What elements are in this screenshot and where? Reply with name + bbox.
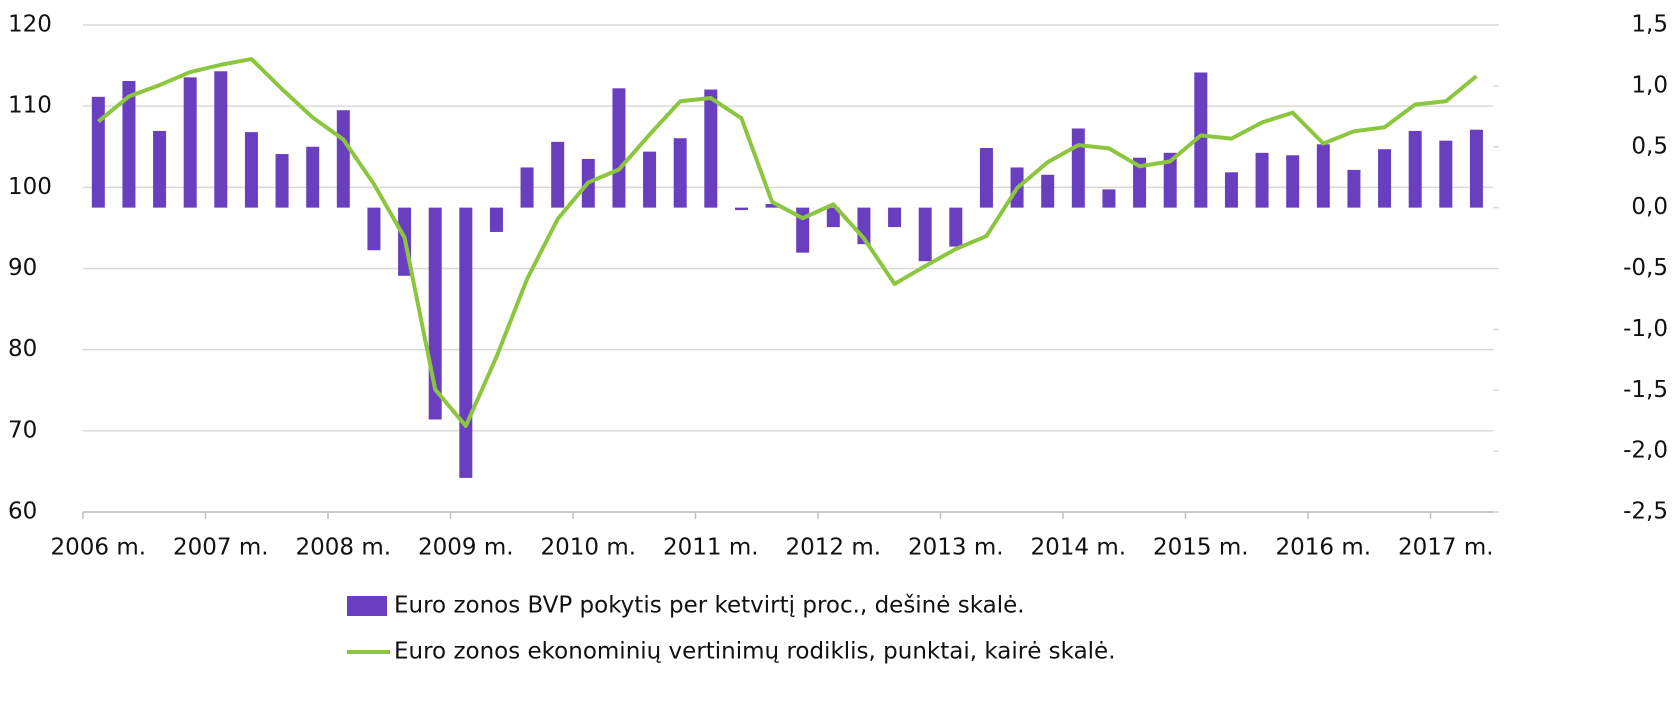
- y2-tick-label: 1,5: [1631, 12, 1668, 38]
- bar: [1255, 152, 1269, 208]
- bar: [275, 154, 289, 208]
- bar: [214, 71, 228, 208]
- x-tick-label: 2006 m.: [51, 535, 147, 561]
- y-tick-label: 120: [8, 12, 52, 38]
- line: [97, 57, 1478, 428]
- legend-label: Euro zonos BVP pokytis per ketvirtį proc…: [394, 593, 1025, 619]
- bar: [489, 207, 503, 232]
- x-tick-label: 2009 m.: [418, 535, 514, 561]
- y2-tick-label: 0,5: [1631, 133, 1668, 159]
- bar: [1041, 174, 1055, 208]
- x-tick-label: 2008 m.: [296, 535, 392, 561]
- legend-swatch: [347, 596, 387, 616]
- bar: [1469, 129, 1483, 208]
- x-tick-label: 2015 m.: [1153, 535, 1249, 561]
- bar: [1316, 144, 1330, 208]
- x-tick-label: 2007 m.: [173, 535, 269, 561]
- y2-tick-label: -1,0: [1623, 316, 1668, 342]
- bar: [520, 167, 534, 208]
- y-tick-label: 100: [8, 174, 52, 200]
- x-tick-label: 2016 m.: [1276, 535, 1372, 561]
- bar: [734, 207, 748, 211]
- bar: [979, 147, 993, 208]
- bar: [244, 132, 258, 208]
- x-tick-label: 2010 m.: [541, 535, 637, 561]
- bar: [765, 203, 779, 208]
- bar: [1347, 169, 1361, 208]
- y2-tick-label: 1,0: [1631, 72, 1668, 98]
- bar: [673, 138, 687, 208]
- bar: [1133, 157, 1147, 208]
- bar: [551, 141, 565, 208]
- bar: [612, 88, 626, 208]
- bar: [1439, 140, 1453, 208]
- bar: [1224, 172, 1238, 208]
- bar: [1163, 152, 1177, 208]
- bar: [1378, 149, 1392, 208]
- bar: [1408, 130, 1422, 208]
- x-tick-label: 2013 m.: [908, 535, 1004, 561]
- x-tick-label: 2012 m.: [786, 535, 882, 561]
- bar: [367, 207, 381, 251]
- bar: [336, 110, 350, 208]
- bar: [1102, 189, 1116, 208]
- bar: [918, 207, 932, 262]
- y-tick-label: 70: [8, 417, 37, 443]
- bar: [1194, 72, 1208, 208]
- bar: [704, 89, 718, 208]
- y-tick-label: 60: [8, 499, 37, 525]
- bar: [459, 207, 473, 478]
- y2-tick-label: -1,5: [1623, 377, 1668, 403]
- bar: [91, 96, 105, 208]
- y2-tick-label: 0,0: [1631, 194, 1668, 220]
- x-tick-label: 2017 m.: [1398, 535, 1494, 561]
- y2-tick-label: -2,5: [1623, 499, 1668, 525]
- y-tick-label: 90: [8, 255, 37, 281]
- bar: [826, 207, 840, 228]
- bar: [643, 151, 657, 208]
- bar: [306, 146, 320, 208]
- bar: [949, 207, 963, 247]
- bar: [183, 77, 197, 208]
- x-tick-label: 2014 m.: [1031, 535, 1127, 561]
- bar: [1071, 128, 1085, 208]
- y-tick-label: 110: [8, 93, 52, 119]
- bar: [153, 130, 167, 208]
- x-tick-label: 2011 m.: [663, 535, 759, 561]
- bar: [888, 207, 902, 228]
- y2-tick-label: -0,5: [1623, 255, 1668, 281]
- bar: [1286, 155, 1300, 208]
- legend-label: Euro zonos ekonominių vertinimų rodiklis…: [394, 639, 1116, 665]
- y2-tick-label: -2,0: [1623, 438, 1668, 464]
- bar: [122, 81, 136, 208]
- y-tick-label: 80: [8, 336, 37, 362]
